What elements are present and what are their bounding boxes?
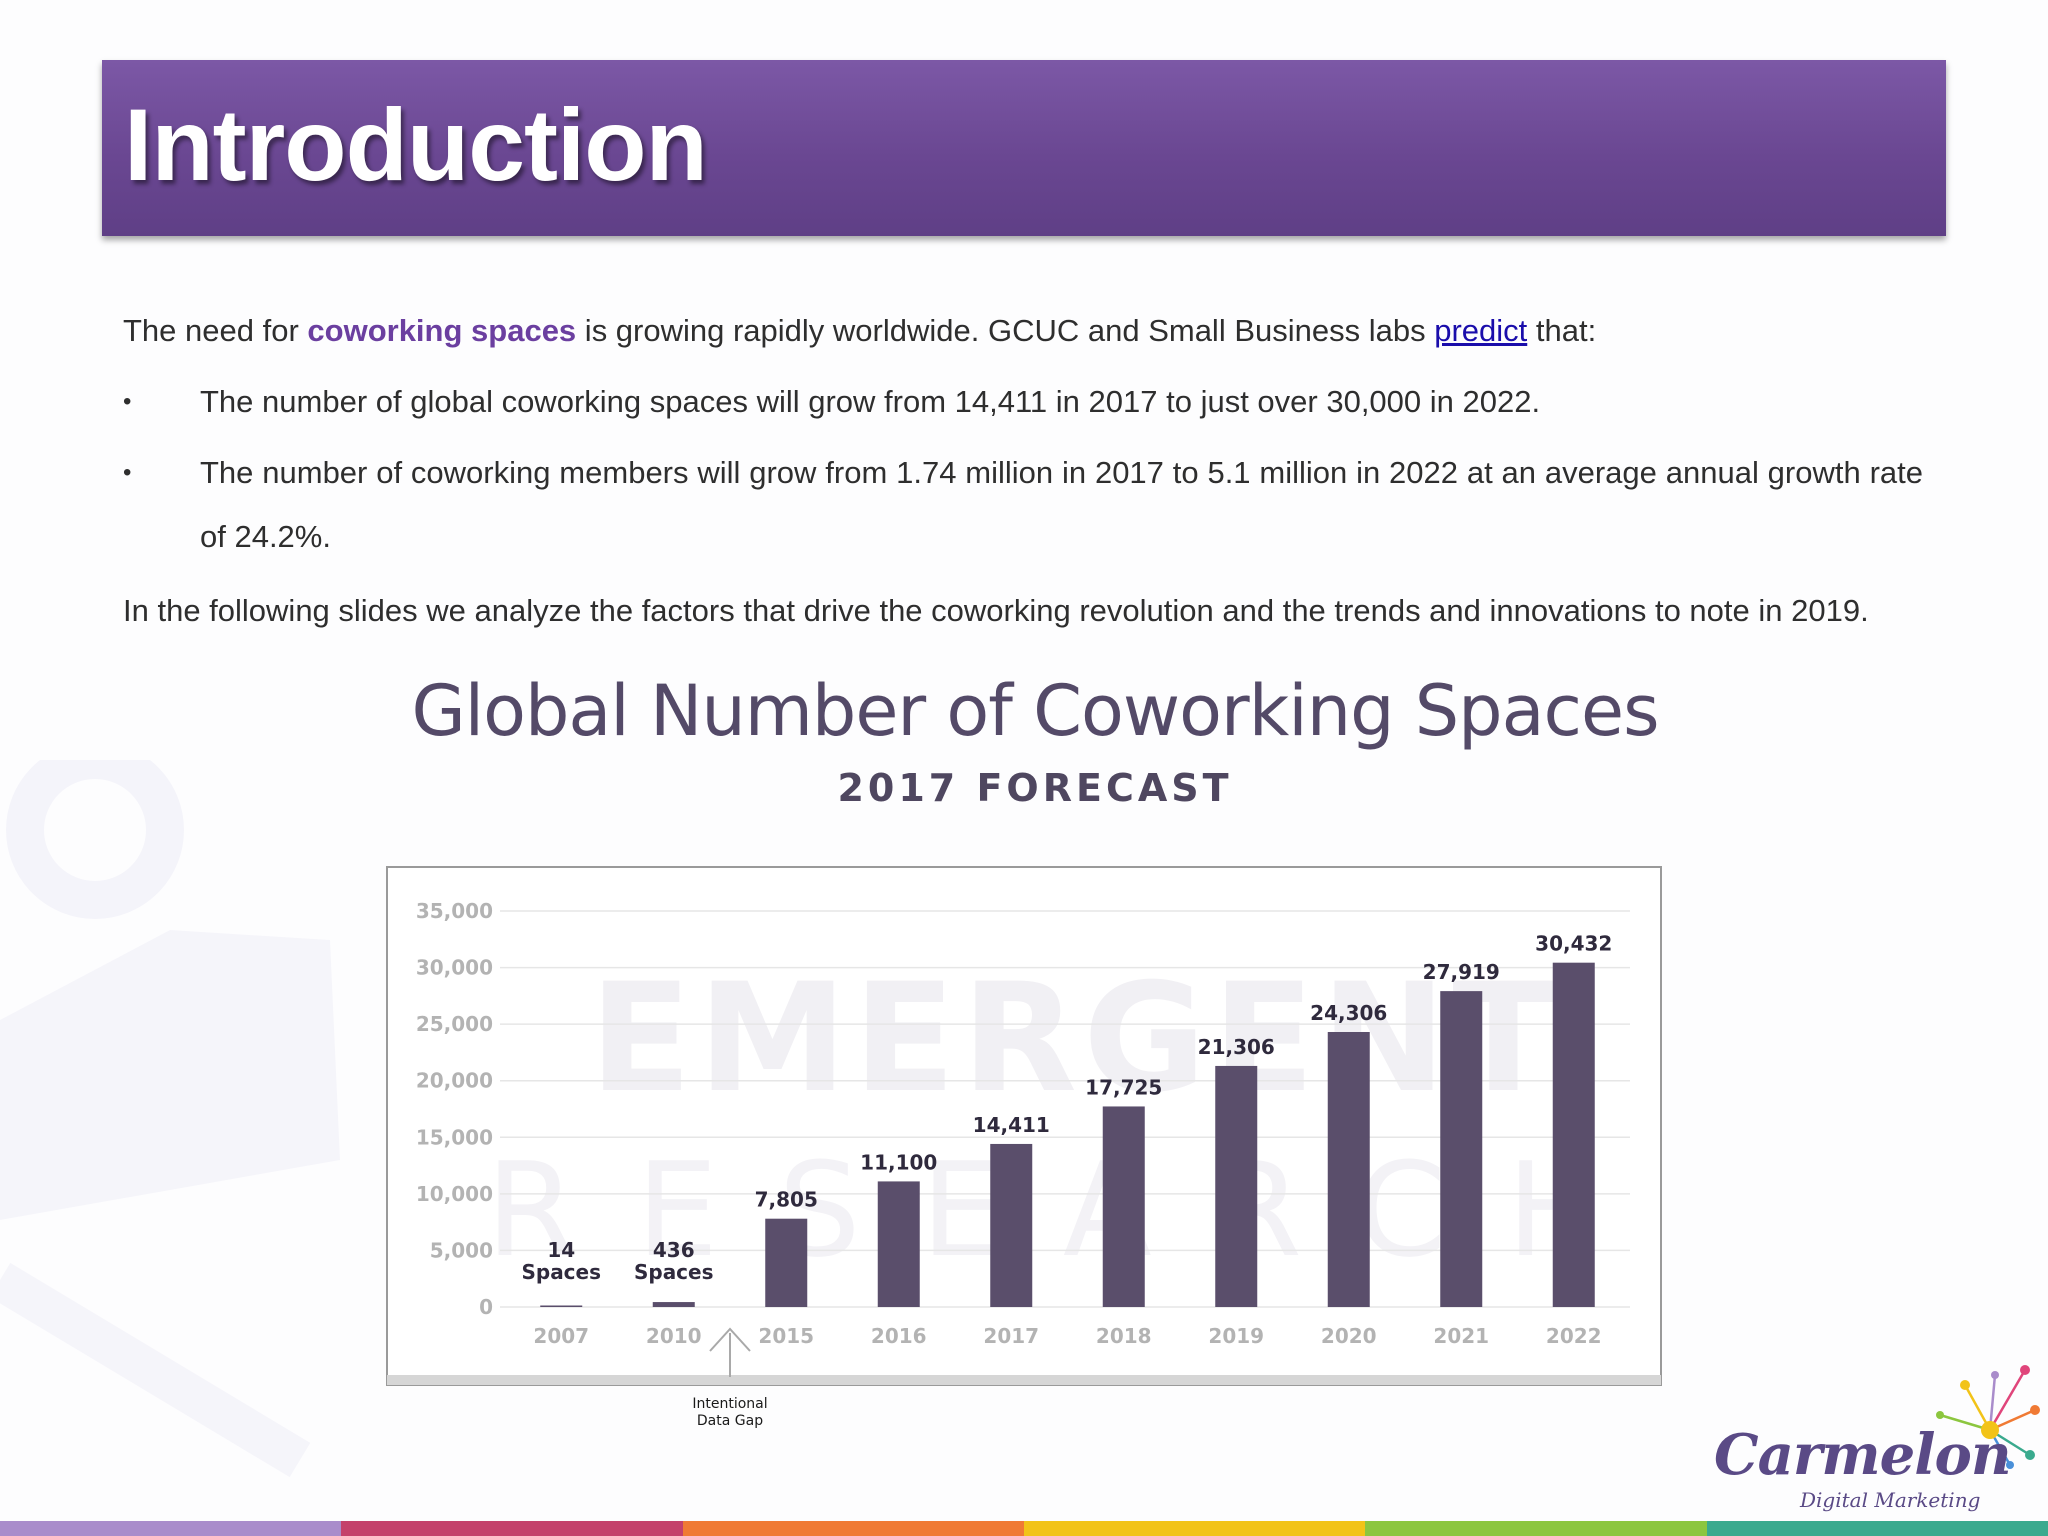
footer-color-stripe xyxy=(0,1521,2048,1536)
x-tick-label: 2015 xyxy=(758,1324,814,1348)
stripe-segment xyxy=(0,1521,342,1536)
y-tick-label: 30,000 xyxy=(416,956,493,980)
y-tick-label: 15,000 xyxy=(416,1125,493,1149)
background-molecule-decoration xyxy=(0,760,340,1478)
watermark-text: RESEARCH xyxy=(486,1134,1664,1286)
data-label: 30,432 xyxy=(1535,932,1612,956)
x-tick-label: 2016 xyxy=(871,1324,927,1348)
x-tick-label: 2019 xyxy=(1208,1324,1264,1348)
bar xyxy=(990,1143,1033,1307)
intro-text-after: that: xyxy=(1527,313,1597,348)
chart-title: Global Number of Coworking Spaces xyxy=(411,670,1659,752)
bullet-item: • The number of coworking members will g… xyxy=(123,454,1923,564)
x-tick-label: 2020 xyxy=(1321,1324,1377,1348)
y-tick-label: 35,000 xyxy=(416,899,493,923)
watermark-text: EMERGENT xyxy=(589,952,1560,1126)
data-label: 14,411 xyxy=(973,1113,1050,1137)
data-label: 24,306 xyxy=(1310,1001,1387,1025)
x-tick-label: 2017 xyxy=(983,1324,1039,1348)
y-tick-label: 5,000 xyxy=(430,1238,493,1262)
intro-text-before: The need for xyxy=(123,313,308,348)
logo-wordmark: Carmelon xyxy=(1714,1422,2012,1488)
y-tick-label: 25,000 xyxy=(416,1012,493,1036)
stripe-segment xyxy=(682,1521,1024,1536)
data-gap-annotation: Intentional xyxy=(692,1396,767,1412)
data-label: 436 xyxy=(653,1238,695,1262)
logo-burst-icon xyxy=(1936,1365,2040,1469)
bullet-symbol: • xyxy=(123,459,132,486)
bullet-text: The number of global coworking spaces wi… xyxy=(200,384,1541,419)
data-label: 11,100 xyxy=(860,1150,937,1174)
bar xyxy=(765,1218,808,1307)
title-bar: Introduction xyxy=(102,60,1946,236)
closing-paragraph: In the following slides we analyze the f… xyxy=(123,593,1869,628)
logo-tagline: Digital Marketing xyxy=(1800,1488,1981,1512)
data-label: 17,725 xyxy=(1085,1075,1162,1099)
slide-title: Introduction xyxy=(124,88,708,202)
chart-subtitle: 2017 FORECAST xyxy=(837,766,1233,810)
bar xyxy=(1327,1031,1370,1307)
data-label: Spaces xyxy=(634,1260,714,1284)
y-tick-label: 10,000 xyxy=(416,1182,493,1206)
bar xyxy=(540,1305,583,1307)
data-label: 27,919 xyxy=(1423,960,1500,984)
bar xyxy=(1215,1065,1258,1307)
bar xyxy=(1552,962,1595,1307)
data-label: Spaces xyxy=(521,1260,601,1284)
bullet-symbol: • xyxy=(123,388,132,415)
bullet-item: • The number of global coworking spaces … xyxy=(123,383,1923,423)
x-tick-label: 2010 xyxy=(646,1324,702,1348)
intro-highlight: coworking spaces xyxy=(307,313,577,348)
bar xyxy=(877,1181,920,1307)
data-label: 14 xyxy=(547,1238,575,1262)
stripe-segment xyxy=(1023,1521,1366,1536)
stripe-segment xyxy=(1706,1521,2048,1536)
bar xyxy=(1102,1106,1145,1307)
intro-text-middle: is growing rapidly worldwide. GCUC and S… xyxy=(576,313,1435,348)
bullet-text: The number of coworking members will gro… xyxy=(200,455,1923,554)
x-tick-label: 2018 xyxy=(1096,1324,1152,1348)
y-tick-label: 20,000 xyxy=(416,1069,493,1093)
data-gap-annotation: Data Gap xyxy=(697,1413,763,1429)
carmelon-logo: Carmelon Digital Marketing xyxy=(1700,1360,2040,1512)
x-tick-label: 2007 xyxy=(533,1324,589,1348)
data-gap-arrowhead xyxy=(709,1327,751,1352)
y-tick-label: 0 xyxy=(479,1295,493,1319)
stripe-segment xyxy=(1365,1521,1707,1536)
predict-link[interactable]: predict xyxy=(1434,313,1528,348)
chart-frame-bottom-band xyxy=(387,1375,1661,1385)
stripe-segment xyxy=(341,1521,683,1536)
data-label: 21,306 xyxy=(1198,1035,1275,1059)
bar xyxy=(652,1302,695,1307)
x-tick-label: 2022 xyxy=(1546,1324,1602,1348)
intro-paragraph: The need for coworking spaces is growing… xyxy=(123,312,1923,349)
bar xyxy=(1440,991,1483,1307)
data-label: 7,805 xyxy=(755,1188,818,1212)
x-tick-label: 2021 xyxy=(1433,1324,1489,1348)
